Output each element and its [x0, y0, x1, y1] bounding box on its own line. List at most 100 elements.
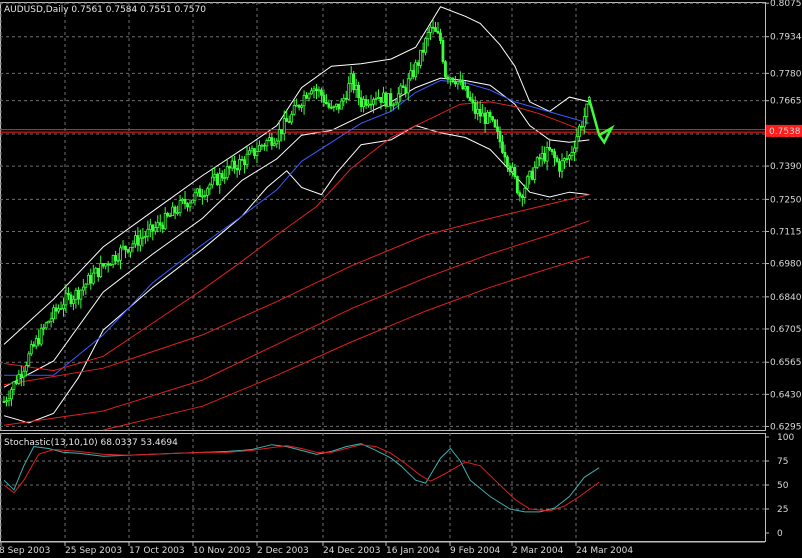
candle-body	[344, 97, 348, 100]
time-axis-label-6: 16 Jan 2004	[386, 546, 440, 556]
lower-band-line	[3, 125, 590, 424]
candle-body	[543, 152, 547, 162]
candle-body	[220, 173, 224, 179]
candle-body	[337, 103, 341, 110]
candle-body	[238, 159, 242, 171]
candle-body	[57, 308, 60, 312]
candle-body	[456, 81, 460, 85]
candle-body	[334, 103, 338, 107]
candle-body	[372, 99, 375, 105]
candle-body	[270, 137, 274, 146]
candle-body	[138, 237, 142, 246]
candle-body	[478, 108, 482, 117]
candle-body	[203, 194, 207, 197]
time-axis-label-5: 24 Dec 2003	[323, 546, 381, 556]
candle-body	[111, 255, 115, 265]
candle-body	[74, 289, 78, 300]
candle-body	[367, 103, 370, 106]
candle-body	[525, 176, 529, 189]
candle-body	[198, 188, 202, 197]
candle-body	[297, 104, 301, 108]
candle-body	[540, 152, 544, 160]
candle-body	[396, 93, 400, 104]
candle-body	[352, 73, 356, 91]
candle-body	[243, 159, 246, 166]
candle-body	[458, 79, 462, 82]
candle-body	[166, 212, 170, 217]
candle-body	[419, 49, 423, 66]
candle-body	[146, 228, 150, 237]
time-axis-label-9: 24 Mar 2004	[576, 546, 633, 556]
candle-body	[99, 263, 103, 278]
candle-body	[441, 40, 445, 63]
candle-body	[5, 400, 8, 403]
candle-body	[151, 224, 155, 232]
candle-body	[570, 151, 574, 157]
candle-body	[384, 92, 388, 107]
candle-body	[193, 192, 197, 201]
candle-body	[339, 100, 343, 110]
price-axis-label-7: 0.7115	[770, 227, 802, 237]
candle-body	[24, 365, 28, 372]
candle-body	[548, 147, 551, 150]
candle-body	[359, 97, 363, 107]
candle-body	[501, 141, 504, 153]
candle-body	[324, 101, 328, 105]
middle-band-line	[3, 77, 590, 388]
candle-body	[468, 96, 472, 101]
candle-body	[255, 151, 259, 156]
candle-body	[136, 235, 140, 246]
candle-body	[493, 119, 497, 128]
stochastic-axis-label-2: 50	[777, 481, 789, 491]
price-axis-label-9: 0.6840	[770, 293, 802, 303]
time-axis-label-0: 8 Sep 2003	[0, 546, 50, 556]
candle-body	[213, 173, 217, 178]
candle-body	[424, 38, 428, 53]
candle-body	[188, 202, 192, 208]
candle-body	[210, 176, 214, 186]
candle-body	[448, 77, 452, 80]
candle-body	[94, 267, 98, 274]
candle-body	[503, 152, 507, 158]
candle-body	[156, 222, 160, 228]
candle-body	[106, 263, 110, 266]
candle-body	[555, 157, 559, 162]
candle-body	[317, 89, 321, 92]
candle-body	[533, 166, 537, 180]
price-axis-label-13: 0.6295	[770, 422, 802, 432]
candle-body	[394, 102, 398, 106]
candle-body	[362, 98, 366, 107]
price-axis-label-2: 0.7780	[770, 69, 802, 79]
candle-body	[158, 222, 162, 226]
current-price-marker	[766, 124, 802, 137]
candle-body	[148, 224, 152, 230]
candle-body	[315, 88, 318, 91]
candle-body	[89, 274, 93, 284]
candle-body	[101, 263, 105, 267]
candle-body	[267, 137, 271, 141]
price-axis-label-10: 0.6705	[770, 325, 802, 335]
candle-body	[530, 170, 534, 180]
candle-body	[518, 192, 522, 197]
candle-body	[77, 289, 80, 300]
candle-body	[176, 212, 180, 215]
candle-body	[2, 401, 6, 403]
candle-body	[374, 98, 378, 100]
time-axis-label-4: 2 Dec 2003	[257, 546, 309, 556]
candle-body	[535, 157, 539, 168]
candle-body	[34, 338, 38, 347]
candle-body	[54, 307, 58, 312]
candle-body	[47, 320, 51, 324]
candle-body	[307, 93, 311, 99]
candle-body	[282, 118, 286, 134]
price-pane-border	[0, 2, 766, 431]
candles-group	[2, 19, 591, 407]
projection-line	[588, 99, 615, 145]
candle-body	[580, 125, 584, 128]
candle-body	[215, 173, 219, 186]
price-axis-label-5: 0.7390	[770, 162, 802, 172]
candle-body	[44, 322, 48, 329]
candle-body	[439, 32, 442, 41]
candle-body	[22, 370, 26, 378]
